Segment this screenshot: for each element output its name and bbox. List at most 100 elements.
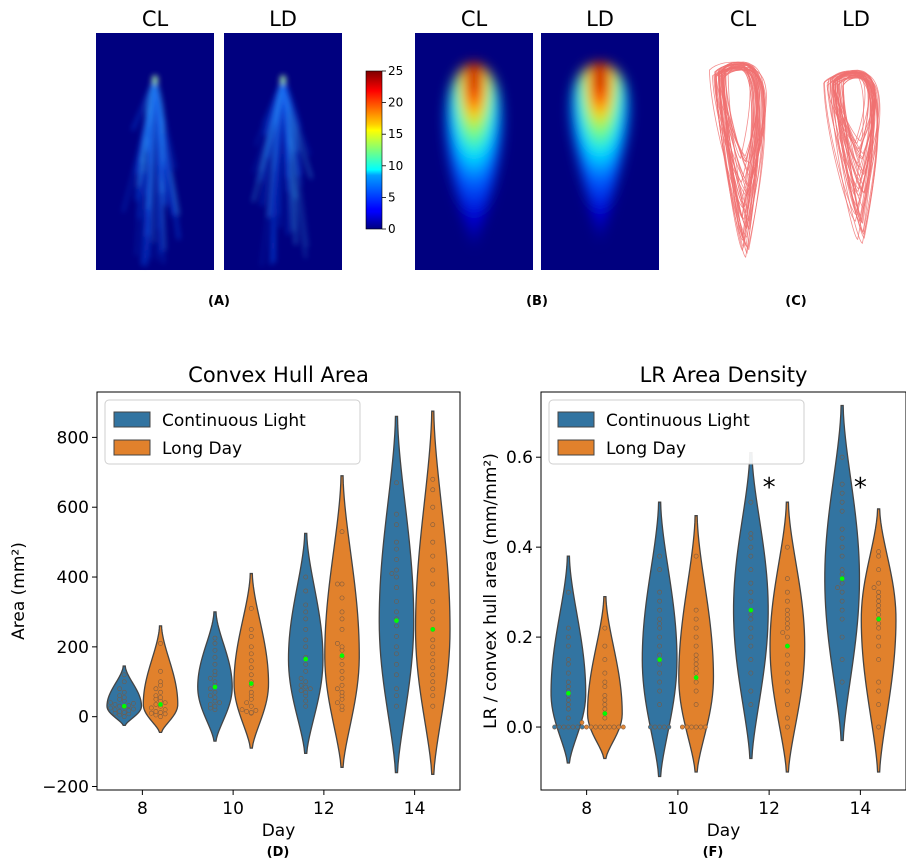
data-point <box>602 684 608 689</box>
data-point <box>748 612 754 618</box>
colorbar-tick-label: 0 <box>388 222 396 236</box>
chart-title: Convex Hull Area <box>188 363 369 387</box>
data-point <box>298 682 304 688</box>
data-point <box>602 706 608 712</box>
data-point <box>430 476 436 482</box>
colorbar-tick-label: 15 <box>388 127 403 141</box>
data-point <box>876 634 882 640</box>
data-point <box>657 643 663 649</box>
data-point <box>303 644 309 650</box>
hull-outline <box>715 63 757 241</box>
data-point <box>657 702 663 707</box>
y-tick-label: 200 <box>57 638 89 658</box>
plot-frame <box>540 391 906 791</box>
data-point <box>565 684 571 689</box>
data-point <box>575 724 580 730</box>
data-point <box>784 576 790 582</box>
data-point <box>839 544 845 550</box>
panel-b-density-cl <box>415 33 533 270</box>
data-point <box>339 644 345 650</box>
data-point <box>248 672 254 678</box>
data-point <box>430 553 436 559</box>
data-point <box>602 702 608 707</box>
legend-label: Long Day <box>162 439 242 459</box>
data-point <box>339 689 345 695</box>
data-point <box>839 571 845 577</box>
data-point <box>339 609 345 615</box>
data-point <box>871 585 877 591</box>
data-point <box>876 567 882 573</box>
data-point <box>117 709 123 714</box>
hull-outline <box>839 71 870 159</box>
data-point <box>648 724 653 730</box>
data-point <box>303 627 309 632</box>
data-point <box>876 553 882 559</box>
data-point <box>748 634 754 640</box>
data-point <box>693 657 699 662</box>
data-point <box>565 724 571 730</box>
data-point <box>153 693 159 699</box>
hull-outline <box>831 70 875 142</box>
data-point <box>748 499 754 505</box>
data-point <box>108 700 113 706</box>
data-point <box>430 693 436 699</box>
panel-a-title-left: CL <box>142 7 169 31</box>
data-point <box>162 700 168 706</box>
data-point <box>748 567 754 573</box>
data-point <box>430 651 436 657</box>
legend-swatch <box>113 411 151 428</box>
data-point <box>153 686 159 692</box>
data-point <box>579 720 585 725</box>
data-point <box>244 700 250 706</box>
hull-outline <box>719 67 754 203</box>
data-point <box>565 715 571 721</box>
panel-f-label: (F) <box>703 845 724 860</box>
data-point <box>657 598 663 604</box>
data-point <box>666 724 672 730</box>
hull-outline <box>721 66 758 162</box>
x-tick-label: 12 <box>758 799 780 819</box>
data-point <box>698 724 704 730</box>
data-point <box>565 589 571 595</box>
data-point <box>657 607 663 613</box>
data-point <box>394 511 399 517</box>
data-point <box>693 625 699 631</box>
data-point <box>162 711 168 717</box>
data-point <box>657 661 663 667</box>
data-point <box>248 644 254 650</box>
data-point <box>876 607 882 613</box>
data-point <box>876 625 882 631</box>
data-point <box>748 643 754 649</box>
data-point <box>876 724 882 730</box>
data-point <box>693 643 699 649</box>
data-point <box>693 652 699 658</box>
data-point <box>212 695 218 700</box>
data-point <box>430 665 436 671</box>
data-point <box>339 595 345 601</box>
data-point <box>126 708 132 713</box>
data-point <box>784 621 790 627</box>
data-point <box>335 581 340 587</box>
data-point <box>298 675 304 681</box>
data-point <box>657 621 663 627</box>
data-point <box>679 724 685 730</box>
data-point <box>303 616 309 622</box>
data-point <box>212 668 218 674</box>
data-point <box>339 627 345 632</box>
data-point <box>565 657 571 662</box>
violin-body <box>860 508 897 773</box>
data-point <box>248 665 254 671</box>
data-point <box>303 689 309 695</box>
data-point <box>693 634 699 640</box>
data-point <box>876 549 882 555</box>
panel-c-title-left: CL <box>730 7 757 31</box>
data-point <box>602 715 608 721</box>
data-point <box>748 670 754 676</box>
data-point <box>430 644 436 650</box>
data-point <box>839 481 845 487</box>
data-point <box>430 599 436 604</box>
data-point <box>565 706 571 712</box>
mean-marker <box>394 618 399 623</box>
mean-marker <box>339 653 345 658</box>
